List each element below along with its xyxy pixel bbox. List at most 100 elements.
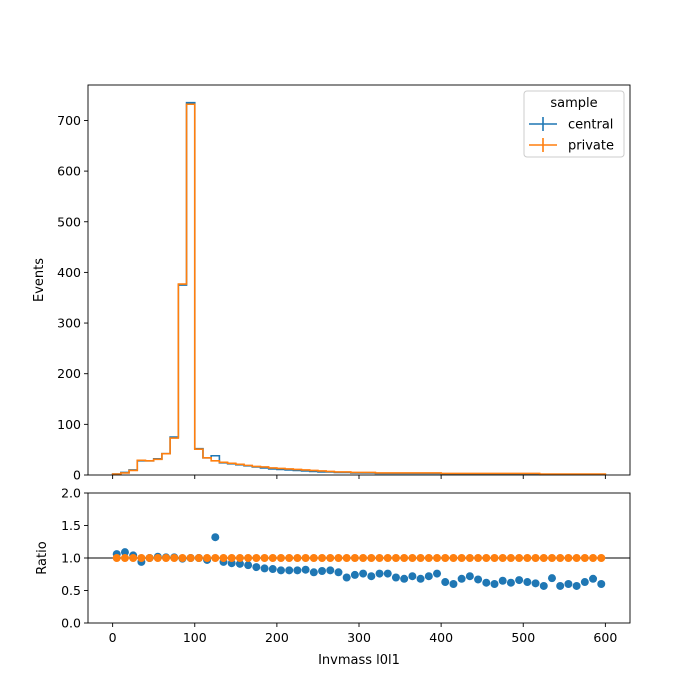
histogram-step-private: [111, 103, 607, 475]
ratio-point-central: [252, 563, 261, 572]
ratio-point-private: [268, 554, 277, 562]
ratio-point-private: [178, 554, 187, 562]
bottom-x-tick-label: 400: [429, 630, 453, 645]
legend-box: [523, 90, 625, 158]
ratio-point-central: [260, 564, 269, 573]
bottom-x-tick-label: 0: [109, 630, 117, 645]
bottom-y-tick-label: 2.0: [61, 486, 81, 501]
ratio-point-private: [383, 554, 392, 562]
ratio-point-central: [424, 572, 433, 581]
ratio-point-private: [465, 554, 474, 562]
ratio-point-private: [572, 554, 581, 562]
bottom-y-axis-label: Ratio: [35, 541, 50, 574]
ratio-point-private: [318, 554, 327, 562]
ratio-point-private: [556, 554, 565, 562]
bottom-x-tick-label: 200: [265, 630, 289, 645]
ratio-point-central: [120, 548, 129, 557]
ratio-point-private: [523, 554, 532, 562]
ratio-point-private: [203, 554, 212, 562]
ratio-point-private: [194, 554, 203, 562]
bottom-x-tick-label: 500: [511, 630, 535, 645]
ratio-point-central: [556, 581, 565, 590]
ratio-point-private: [367, 554, 376, 562]
ratio-point-central: [309, 568, 318, 577]
ratio-point-central: [334, 568, 343, 577]
ratio-point-private: [285, 554, 294, 562]
ratio-point-private: [531, 554, 540, 562]
ratio-point-private: [506, 554, 515, 562]
ratio-point-private: [153, 554, 162, 562]
ratio-point-private: [416, 554, 425, 562]
ratio-point-private: [120, 554, 129, 562]
ratio-point-private: [219, 554, 228, 562]
ratio-point-central: [244, 561, 253, 570]
ratio-point-central: [326, 566, 335, 575]
ratio-point-private: [162, 554, 171, 562]
ratio-point-private: [252, 554, 261, 562]
ratio-point-central: [408, 572, 417, 581]
ratio-point-private: [350, 554, 359, 562]
ratio-point-central: [441, 578, 450, 587]
top-y-tick-label: 200: [57, 366, 81, 381]
ratio-point-private: [137, 554, 146, 562]
ratio-point-central: [498, 576, 507, 585]
ratio-point-central: [293, 566, 302, 575]
histogram-panel: 0 100 200 300 400 500 600 700 Events sample centra…: [32, 84, 631, 483]
ratio-point-private: [498, 554, 507, 562]
ratio-point-central: [449, 580, 458, 588]
bottom-y-tick-label: 1.0: [61, 551, 81, 566]
ratio-point-central: [457, 574, 466, 583]
ratio-point-central: [400, 574, 409, 583]
ratio-point-central: [589, 574, 598, 583]
ratio-point-private: [441, 554, 450, 562]
ratio-point-private: [211, 554, 220, 562]
ratio-point-private: [424, 554, 433, 562]
ratio-point-central: [572, 581, 581, 590]
ratio-point-private: [482, 554, 491, 562]
ratio-point-private: [457, 554, 466, 562]
ratio-point-central: [515, 576, 524, 585]
top-y-tick-label: 100: [57, 417, 81, 432]
ratio-point-private: [112, 554, 121, 562]
ratio-point-central: [506, 578, 515, 587]
ratio-point-private: [359, 554, 368, 562]
ratio-point-central: [416, 574, 425, 583]
ratio-point-central: [268, 565, 277, 574]
ratio-point-private: [515, 554, 524, 562]
ratio-point-central: [391, 573, 400, 582]
ratio-point-central: [383, 569, 392, 578]
ratio-point-private: [235, 554, 244, 562]
ratio-point-private: [391, 554, 400, 562]
ratio-point-central: [211, 533, 220, 542]
ratio-point-private: [309, 554, 318, 562]
ratio-point-private: [375, 554, 384, 562]
ratio-point-central: [276, 566, 285, 575]
bottom-x-tick-label: 600: [593, 630, 617, 645]
ratio-point-private: [474, 554, 483, 562]
ratio-point-central: [482, 578, 491, 587]
ratio-point-private: [293, 554, 302, 562]
ratio-point-private: [326, 554, 335, 562]
ratio-panel: 0 100 200 300 400 500 600 0.0 0.5 1.0 1.5 2.0 Invmas…: [35, 486, 631, 668]
ratio-point-central: [350, 570, 359, 579]
top-y-tick-label: 400: [57, 265, 81, 280]
ratio-point-private: [334, 554, 343, 562]
ratio-point-private: [301, 554, 310, 562]
ratio-point-private: [564, 554, 573, 562]
ratio-point-central: [474, 575, 483, 584]
top-y-tick-label: 0: [73, 468, 81, 483]
ratio-point-central: [342, 573, 351, 582]
top-y-tick-label: 600: [57, 164, 81, 179]
ratio-point-central: [375, 569, 384, 578]
top-y-tick-label: 500: [57, 214, 81, 229]
ratio-point-private: [449, 554, 458, 562]
ratio-point-central: [235, 559, 244, 568]
ratio-point-private: [580, 554, 589, 562]
legend-label-private: private: [568, 139, 614, 154]
legend-label-central: central: [568, 118, 613, 133]
top-y-tick-label: 700: [57, 113, 81, 128]
ratio-point-central: [531, 579, 540, 588]
ratio-point-private: [129, 554, 138, 562]
ratio-point-private: [186, 554, 195, 562]
